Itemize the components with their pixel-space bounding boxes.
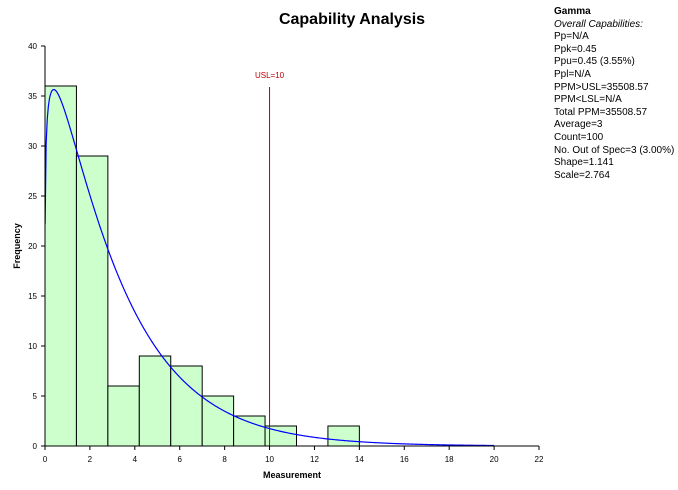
y-tick-label: 10 bbox=[28, 342, 37, 351]
x-tick-label: 4 bbox=[133, 455, 138, 464]
y-tick-label: 40 bbox=[28, 42, 37, 51]
y-axis-label: Frequency bbox=[12, 223, 22, 269]
histogram-bar-6 bbox=[233, 415, 266, 447]
x-tick-label: 20 bbox=[490, 455, 499, 464]
histogram-bar-1 bbox=[75, 155, 109, 447]
stat-total-ppm: Total PPM=35508.57 bbox=[554, 106, 648, 118]
x-tick-label: 0 bbox=[43, 455, 48, 464]
stat-count: Count=100 bbox=[554, 131, 604, 143]
usl-label: USL=10 bbox=[255, 71, 285, 80]
x-tick-label: 16 bbox=[400, 455, 409, 464]
histogram-bar-3 bbox=[138, 355, 172, 447]
histogram-bars bbox=[44, 85, 360, 447]
stat-shape: Shape=1.141 bbox=[554, 157, 614, 169]
y-tick-label: 0 bbox=[33, 442, 38, 451]
stat-ppm-usl: PPM>USL=35508.57 bbox=[554, 81, 649, 93]
stats-panel: Gamma Overall Capabilities: Pp=N/A Ppk=0… bbox=[554, 6, 674, 182]
y-tick-label: 30 bbox=[28, 142, 37, 151]
y-tick-label: 35 bbox=[28, 92, 37, 101]
y-tick-label: 25 bbox=[28, 192, 37, 201]
stat-average: Average=3 bbox=[554, 119, 603, 131]
stats-subheading: Overall Capabilities: bbox=[554, 18, 643, 30]
x-tick-label: 6 bbox=[178, 455, 183, 464]
stat-scale: Scale=2.764 bbox=[554, 169, 610, 181]
histogram-bar-4 bbox=[170, 365, 203, 447]
axes: 0 5 10 15 20 25 30 35 40 0 2 4 6 8 10 12 14 16 18 20 22 bbox=[28, 42, 544, 464]
y-tick-label: 15 bbox=[28, 292, 37, 301]
x-tick-label: 2 bbox=[88, 455, 93, 464]
x-tick-label: 14 bbox=[355, 455, 364, 464]
y-tick-label: 20 bbox=[28, 242, 37, 251]
chart-title: Capability Analysis bbox=[279, 11, 425, 28]
histogram-bar-5 bbox=[201, 395, 235, 447]
stat-ppl: Ppl=N/A bbox=[554, 68, 591, 80]
stat-pp: Pp=N/A bbox=[554, 31, 589, 43]
stat-ppm-lsl: PPM<LSL=N/A bbox=[554, 94, 622, 106]
histogram-bar-9 bbox=[327, 425, 360, 447]
x-tick-label: 22 bbox=[535, 455, 544, 464]
stats-heading: Gamma bbox=[554, 6, 591, 17]
stat-out-of-spec: No. Out of Spec=3 (3.00%) bbox=[554, 144, 675, 156]
histogram-bar-2 bbox=[107, 385, 140, 447]
stat-ppk: Ppk=0.45 bbox=[554, 43, 597, 55]
histogram-bar-0 bbox=[44, 85, 77, 447]
x-tick-label: 10 bbox=[265, 455, 274, 464]
x-tick-label: 12 bbox=[310, 455, 319, 464]
spec-limit-layer: USL=10 bbox=[255, 71, 285, 446]
x-tick-label: 18 bbox=[445, 455, 454, 464]
x-axis-label: Measurement bbox=[263, 470, 321, 480]
x-tick-label: 8 bbox=[222, 455, 227, 464]
stat-ppu: Ppu=0.45 (3.55%) bbox=[554, 56, 635, 68]
y-tick-label: 5 bbox=[33, 392, 38, 401]
